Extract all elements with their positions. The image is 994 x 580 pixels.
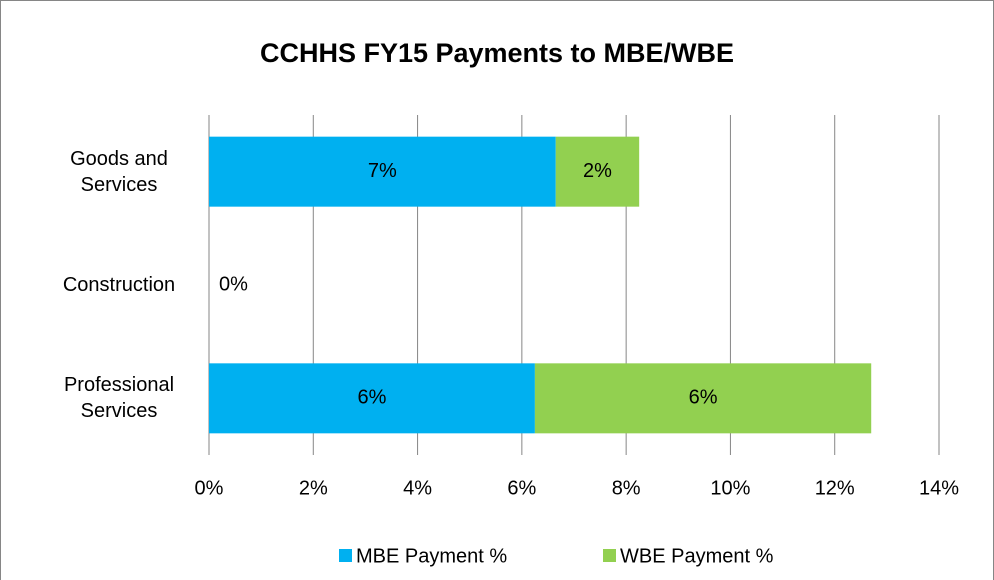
chart-title: CCHHS FY15 Payments to MBE/WBE — [260, 38, 734, 68]
legend-swatch — [603, 549, 616, 562]
y-tick-label: Goods and Services — [70, 147, 168, 196]
legend-label: WBE Payment % — [620, 545, 774, 567]
x-tick-label: 10% — [710, 477, 750, 499]
x-tick-label: 0% — [195, 477, 224, 499]
bar-segment — [209, 363, 535, 434]
bar-segment — [555, 136, 640, 207]
y-tick-label: Construction — [62, 274, 176, 296]
y-tick-label: Professional Services — [63, 374, 175, 423]
x-tick-label: 14% — [919, 477, 959, 499]
x-tick-label: 4% — [403, 477, 432, 499]
x-tick-label: 2% — [299, 477, 328, 499]
data-label: 6% — [357, 387, 386, 409]
data-label: 6% — [689, 387, 718, 409]
bar-segment — [534, 363, 872, 434]
legend-swatch — [339, 549, 352, 562]
data-label: 7% — [368, 160, 397, 182]
data-label: 2% — [583, 160, 612, 182]
data-label: 0% — [219, 273, 248, 295]
x-tick-label: 6% — [507, 477, 536, 499]
bar-segment — [209, 136, 556, 207]
legend-label: MBE Payment % — [356, 545, 507, 567]
x-tick-label: 8% — [612, 477, 641, 499]
x-tick-label: 12% — [815, 477, 855, 499]
